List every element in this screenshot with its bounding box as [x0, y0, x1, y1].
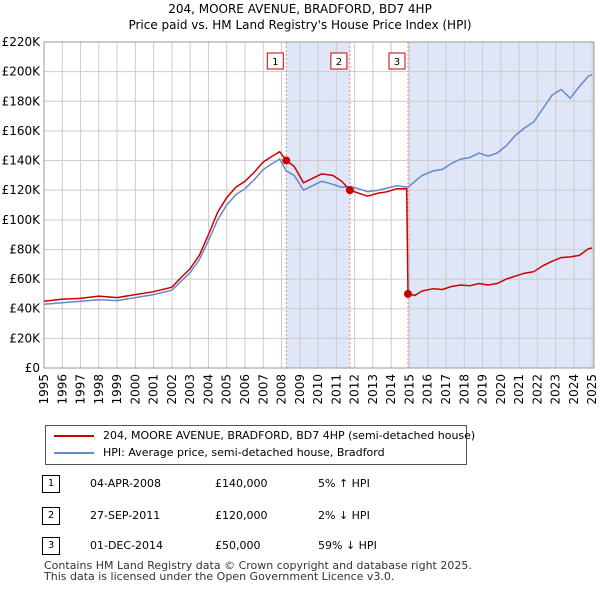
- legend-swatch-hpi: [54, 452, 94, 454]
- sale-marker-box-1: [266, 52, 284, 70]
- x-tick-label: 2001: [147, 374, 161, 405]
- y-tick-label: £100K: [2, 213, 42, 227]
- sale-hpi-change: 59% ↓ HPI: [318, 539, 377, 552]
- sale-price: £50,000: [215, 539, 261, 552]
- x-tick-label: 1997: [74, 374, 88, 405]
- x-tick-label: 2018: [457, 374, 471, 405]
- y-tick-label: £80K: [9, 242, 41, 256]
- sale-row-3: 3 01-DEC-2014 £50,000 59% ↓ HPI: [0, 537, 600, 557]
- footer-licence: This data is licensed under the Open Gov…: [44, 570, 395, 583]
- y-tick-label: £20K: [9, 331, 41, 345]
- legend-item-property: 204, MOORE AVENUE, BRADFORD, BD7 4HP (se…: [46, 428, 475, 445]
- x-tick-label: 2010: [311, 374, 325, 405]
- price-chart: £0 £20K £40K £60K £80K £100K £120K £140K £160K £1…: [2, 35, 600, 405]
- x-tick-label: 2009: [293, 374, 307, 405]
- sale-marker-label-1: 1: [272, 57, 278, 68]
- y-tick-label: £0: [25, 361, 40, 375]
- y-tick-label: £40K: [9, 302, 41, 316]
- sale-number-badge: 3: [42, 537, 60, 555]
- legend-label-hpi: HPI: Average price, semi-detached house,…: [103, 446, 385, 459]
- x-tick-label: 2002: [165, 374, 179, 405]
- sale-number-badge: 1: [42, 475, 60, 493]
- sale-point-1: [282, 156, 291, 165]
- sale-marker-label-3: 3: [394, 57, 400, 68]
- x-tick-label: 1996: [55, 374, 69, 405]
- plot-frame: [43, 41, 595, 369]
- legend-swatch-property: [54, 435, 94, 437]
- sale-row-1: 1 04-APR-2008 £140,000 5% ↑ HPI: [0, 475, 600, 495]
- y-tick-label: £140K: [2, 154, 42, 168]
- legend-item-hpi: HPI: Average price, semi-detached house,…: [46, 445, 466, 462]
- footer-copyright: Contains HM Land Registry data © Crown c…: [44, 559, 472, 572]
- x-tick-label: 2007: [256, 374, 270, 405]
- sale-marker-box-2: [330, 52, 348, 70]
- x-tick-label: 2017: [439, 374, 453, 405]
- x-tick-label: 2012: [348, 374, 362, 405]
- x-tick-label: 1999: [110, 374, 124, 405]
- sale-date: 04-APR-2008: [90, 477, 162, 490]
- y-tick-label: £160K: [2, 124, 42, 138]
- y-tick-label: £200K: [2, 65, 42, 79]
- sale-hpi-change: 2% ↓ HPI: [318, 509, 370, 522]
- sale-marker-box-3: [388, 52, 406, 70]
- sale-price: £140,000: [215, 477, 268, 490]
- sale-hpi-change: 5% ↑ HPI: [318, 477, 370, 490]
- sale-marker-label-2: 2: [336, 57, 342, 68]
- sale-date: 01-DEC-2014: [90, 539, 164, 552]
- x-tick-label: 2016: [421, 374, 435, 405]
- property-price-line: [43, 150, 593, 303]
- x-tick-label: 2020: [494, 374, 508, 405]
- legend: 204, MOORE AVENUE, BRADFORD, BD7 4HP (se…: [45, 425, 475, 465]
- x-tick-label: 2014: [384, 374, 398, 405]
- x-tick-label: 2004: [201, 374, 215, 405]
- x-tick-label: 2011: [329, 374, 343, 405]
- x-tick-label: 2023: [549, 374, 563, 405]
- sale-price: £120,000: [215, 509, 268, 522]
- x-tick-label: 2021: [512, 374, 526, 405]
- x-tick-label: 2005: [220, 374, 234, 405]
- x-tick-label: 1995: [37, 374, 51, 405]
- x-tick-label: 2008: [275, 374, 289, 405]
- sale-row-2: 2 27-SEP-2011 £120,000 2% ↓ HPI: [0, 507, 600, 527]
- footer-attribution: Contains HM Land Registry data © Crown c…: [44, 560, 472, 582]
- sale-point-3: [403, 289, 412, 298]
- x-tick-label: 2015: [402, 374, 416, 405]
- x-tick-label: 2024: [567, 374, 581, 405]
- chart-title: 204, MOORE AVENUE, BRADFORD, BD7 4HP: [168, 2, 432, 16]
- x-tick-label: 2000: [128, 374, 142, 405]
- x-tick-label: 1998: [92, 374, 106, 405]
- y-tick-label: £180K: [2, 94, 42, 108]
- x-tick-label: 2025: [585, 374, 599, 405]
- sale-number-badge: 2: [42, 507, 60, 525]
- x-tick-label: 2019: [476, 374, 490, 405]
- y-tick-label: £60K: [9, 272, 41, 286]
- x-tick-label: 2022: [530, 374, 544, 405]
- x-tick-label: 2003: [183, 374, 197, 405]
- y-tick-label: £220K: [2, 35, 42, 49]
- x-tick-label: 2013: [366, 374, 380, 405]
- chart-subtitle: Price paid vs. HM Land Registry's House …: [128, 18, 472, 32]
- legend-label-property: 204, MOORE AVENUE, BRADFORD, BD7 4HP (se…: [103, 429, 476, 442]
- y-tick-label: £120K: [2, 183, 42, 197]
- sale-date: 27-SEP-2011: [90, 509, 161, 522]
- sale-point-2: [345, 186, 354, 195]
- x-tick-label: 2006: [238, 374, 252, 405]
